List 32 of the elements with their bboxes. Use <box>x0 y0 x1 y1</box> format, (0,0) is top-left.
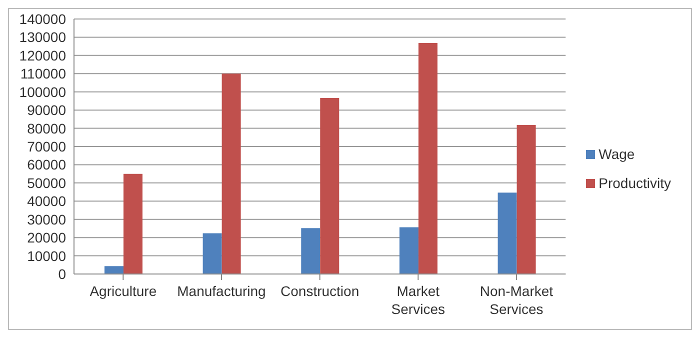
y-tick-label: 80000 <box>27 120 66 136</box>
x-tick-label: Manufacturing <box>177 283 266 299</box>
x-tick-label: Agriculture <box>90 283 157 299</box>
y-tick-label: 10000 <box>27 248 66 264</box>
x-tick-label: Construction <box>280 283 360 299</box>
y-tick-label: 40000 <box>27 193 66 210</box>
x-tick-label: Non-Market Services <box>480 283 554 317</box>
y-tick-label: 30000 <box>27 211 66 228</box>
y-tick-label: 140000 <box>19 10 66 27</box>
bar <box>399 227 418 274</box>
y-tick-label: 100000 <box>19 84 66 100</box>
bar <box>516 125 536 274</box>
y-tick-label: 70000 <box>27 138 66 154</box>
bar <box>123 174 142 274</box>
bar <box>202 233 222 274</box>
bar <box>104 266 124 274</box>
bar <box>418 43 438 274</box>
y-tick-label: 120000 <box>19 47 66 64</box>
legend-label: Wage <box>598 146 635 162</box>
y-tick-label: 20000 <box>27 230 66 246</box>
y-tick-label: 130000 <box>19 29 66 46</box>
y-tick-label: 110000 <box>20 66 66 82</box>
legend-label: Productivity <box>598 175 671 191</box>
y-tick-label: 50000 <box>27 174 66 191</box>
bar <box>301 228 320 274</box>
bar <box>222 74 241 274</box>
y-tick-label: 90000 <box>27 102 66 118</box>
bar <box>498 192 517 274</box>
y-tick-label: 0 <box>58 266 66 282</box>
y-tick-label: 60000 <box>27 156 66 173</box>
x-tick-label: Market Services <box>391 283 445 317</box>
bar <box>320 98 340 274</box>
